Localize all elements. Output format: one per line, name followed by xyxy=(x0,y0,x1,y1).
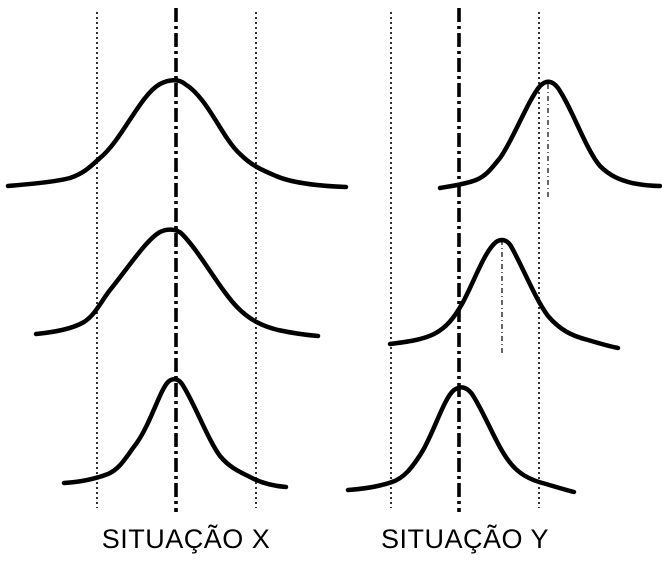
situation-x-bottom-curve xyxy=(61,377,289,490)
situation-y-panel xyxy=(345,8,662,512)
situation-y-caption: SITUAÇÃO Y xyxy=(380,524,550,554)
situation-y-middle-curve xyxy=(387,237,621,351)
situation-y-bottom-curve xyxy=(345,385,577,495)
situation-x-panel xyxy=(5,8,349,512)
situation-x-middle-curve xyxy=(33,227,321,339)
situation-y-top-curve xyxy=(437,79,662,191)
situation-x-top-curve xyxy=(5,78,349,190)
situation-x-caption: SITUAÇÃO X xyxy=(101,524,271,554)
